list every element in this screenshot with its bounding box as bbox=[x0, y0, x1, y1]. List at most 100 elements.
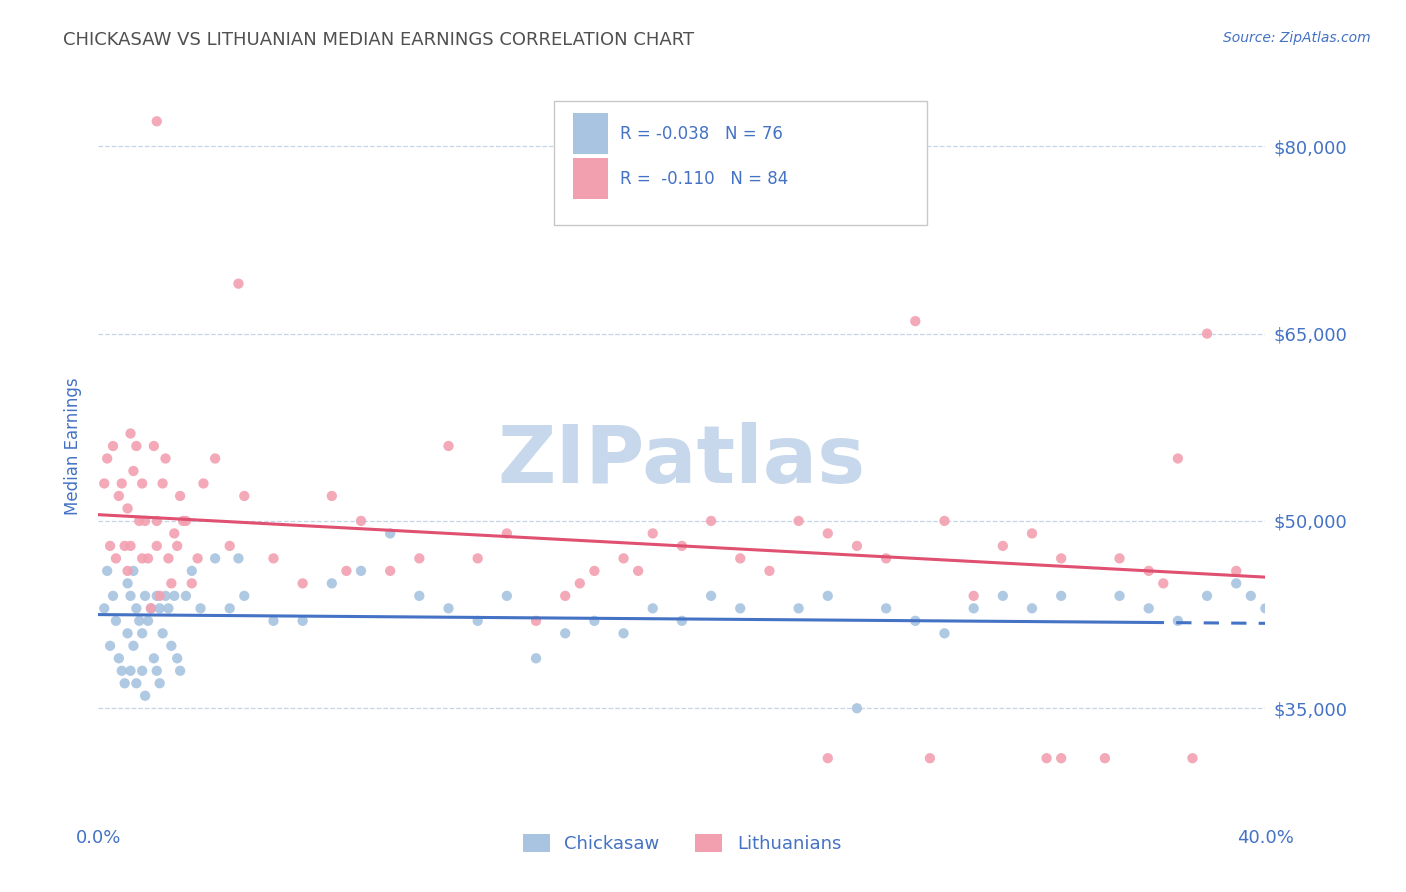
Point bbox=[321, 576, 343, 591]
Point bbox=[163, 526, 186, 541]
Point bbox=[134, 689, 156, 703]
Point bbox=[128, 514, 150, 528]
Point bbox=[131, 551, 153, 566]
Point bbox=[962, 589, 984, 603]
Point bbox=[1021, 601, 1043, 615]
Point bbox=[671, 614, 693, 628]
Point bbox=[700, 514, 723, 528]
Point bbox=[128, 614, 150, 628]
Point bbox=[228, 551, 250, 566]
Point bbox=[111, 664, 134, 678]
Point bbox=[108, 651, 131, 665]
Point bbox=[554, 626, 576, 640]
Point bbox=[155, 589, 177, 603]
Point bbox=[408, 551, 430, 566]
Point bbox=[1094, 751, 1116, 765]
Point bbox=[204, 451, 226, 466]
Point bbox=[149, 676, 172, 690]
Point bbox=[408, 589, 430, 603]
Point bbox=[157, 551, 180, 566]
Point bbox=[117, 501, 139, 516]
Point bbox=[758, 564, 780, 578]
Point bbox=[991, 539, 1014, 553]
Point bbox=[583, 564, 606, 578]
Point bbox=[120, 589, 142, 603]
Point bbox=[787, 601, 810, 615]
Point bbox=[641, 526, 664, 541]
Point bbox=[1137, 564, 1160, 578]
Point bbox=[228, 277, 250, 291]
Point bbox=[131, 476, 153, 491]
Point bbox=[671, 539, 693, 553]
Point bbox=[991, 589, 1014, 603]
Point bbox=[166, 651, 188, 665]
Point bbox=[904, 314, 927, 328]
Point bbox=[96, 451, 118, 466]
Point bbox=[1167, 451, 1189, 466]
Point bbox=[174, 514, 197, 528]
Point bbox=[380, 564, 402, 578]
Point bbox=[160, 576, 183, 591]
Point bbox=[187, 551, 209, 566]
Y-axis label: Median Earnings: Median Earnings bbox=[65, 377, 83, 515]
Point bbox=[496, 526, 519, 541]
Point bbox=[163, 589, 186, 603]
Point bbox=[218, 601, 240, 615]
Point bbox=[817, 526, 839, 541]
Point bbox=[117, 564, 139, 578]
Point bbox=[139, 601, 162, 615]
Point bbox=[1152, 576, 1174, 591]
Point bbox=[875, 601, 897, 615]
Point bbox=[1050, 751, 1073, 765]
Text: Source: ZipAtlas.com: Source: ZipAtlas.com bbox=[1223, 31, 1371, 45]
Point bbox=[1181, 751, 1204, 765]
Point bbox=[166, 539, 188, 553]
Point bbox=[730, 601, 752, 615]
Text: R = -0.038   N = 76: R = -0.038 N = 76 bbox=[620, 125, 783, 143]
Legend: Chickasaw, Lithuanians: Chickasaw, Lithuanians bbox=[515, 827, 849, 860]
Point bbox=[93, 601, 115, 615]
Point bbox=[111, 476, 134, 491]
Point bbox=[142, 439, 165, 453]
Point bbox=[149, 601, 172, 615]
Point bbox=[120, 664, 142, 678]
Point bbox=[1108, 551, 1130, 566]
Point bbox=[125, 601, 148, 615]
Point bbox=[172, 514, 194, 528]
Point bbox=[180, 564, 202, 578]
Point bbox=[131, 626, 153, 640]
Point bbox=[568, 576, 591, 591]
Point bbox=[496, 589, 519, 603]
Point bbox=[152, 476, 174, 491]
Point bbox=[152, 626, 174, 640]
Point bbox=[117, 576, 139, 591]
Point bbox=[1240, 589, 1263, 603]
Point bbox=[160, 639, 183, 653]
Point bbox=[918, 751, 941, 765]
Point bbox=[613, 551, 636, 566]
Point bbox=[174, 589, 197, 603]
Point bbox=[263, 614, 285, 628]
Point bbox=[139, 601, 162, 615]
Point bbox=[142, 651, 165, 665]
Point bbox=[146, 514, 169, 528]
Point bbox=[730, 551, 752, 566]
Point bbox=[350, 514, 373, 528]
Point bbox=[437, 439, 460, 453]
Point bbox=[875, 551, 897, 566]
Point bbox=[627, 564, 650, 578]
Point bbox=[146, 114, 169, 128]
Point bbox=[787, 514, 810, 528]
Point bbox=[104, 614, 127, 628]
Point bbox=[1225, 564, 1247, 578]
Text: CHICKASAW VS LITHUANIAN MEDIAN EARNINGS CORRELATION CHART: CHICKASAW VS LITHUANIAN MEDIAN EARNINGS … bbox=[63, 31, 695, 49]
Point bbox=[190, 601, 212, 615]
Point bbox=[817, 751, 839, 765]
FancyBboxPatch shape bbox=[554, 102, 927, 225]
Point bbox=[904, 614, 927, 628]
Point bbox=[350, 564, 373, 578]
Point bbox=[193, 476, 215, 491]
Point bbox=[613, 626, 636, 640]
Point bbox=[114, 539, 136, 553]
Point bbox=[263, 551, 285, 566]
